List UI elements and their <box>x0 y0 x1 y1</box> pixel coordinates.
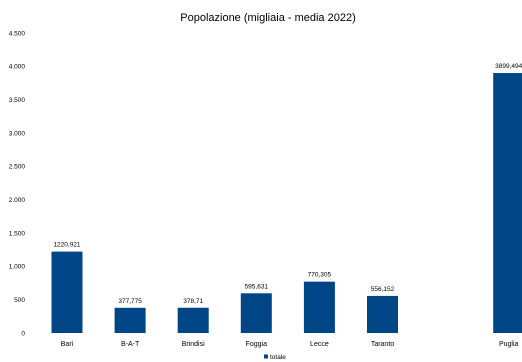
data-label: 1220,921 <box>53 242 80 249</box>
x-tick-label: B-A-T <box>121 341 140 348</box>
bar <box>303 281 335 333</box>
y-tick-label: 3.000 <box>9 130 26 137</box>
x-tick-label: Lecce <box>310 341 329 348</box>
x-tick-label: Foggia <box>246 341 268 348</box>
data-label: 377,775 <box>118 298 142 305</box>
y-tick-label: 1.500 <box>9 230 26 237</box>
data-labels: 1220,921 377,775 378,71 595,631 770,305 556,1… <box>53 63 522 305</box>
bar <box>367 295 398 333</box>
bar <box>177 307 209 333</box>
legend-swatch <box>264 354 268 359</box>
y-tick-label: 500 <box>14 297 25 304</box>
x-tick-label: Taranto <box>371 341 394 348</box>
data-label: 3899,494 <box>495 63 522 70</box>
data-label: 378,71 <box>183 298 203 305</box>
data-label: 770,305 <box>308 272 332 279</box>
y-tick-label: 0 <box>21 330 25 337</box>
y-tick-label: 2.000 <box>9 197 26 204</box>
chart-title: Popolazione (migliaia - media 2022) <box>180 12 355 24</box>
y-tick-label: 3.500 <box>9 97 26 104</box>
legend-label: totale <box>270 354 286 361</box>
bar <box>51 251 83 333</box>
bar <box>240 293 272 333</box>
data-label: 595,631 <box>245 283 269 290</box>
bar <box>114 307 146 333</box>
legend: totale <box>264 354 286 361</box>
y-tick-label: 4.500 <box>9 30 26 37</box>
x-tick-label: Bari <box>61 341 74 348</box>
data-label: 556,152 <box>371 286 395 293</box>
y-axis: 0 500 1.000 1.500 2.000 2.500 3.000 3.500 4.000 4… <box>9 30 26 337</box>
y-tick-label: 1.000 <box>9 264 26 271</box>
x-tick-label: Puglia <box>499 341 519 348</box>
y-tick-label: 2.500 <box>9 164 26 171</box>
bar <box>493 73 522 334</box>
y-tick-label: 4.000 <box>9 64 26 71</box>
x-axis: Bari B-A-T Brindisi Foggia Lecce Taranto Pugli… <box>61 341 519 348</box>
x-tick-label: Brindisi <box>182 341 205 348</box>
bars <box>51 73 522 334</box>
